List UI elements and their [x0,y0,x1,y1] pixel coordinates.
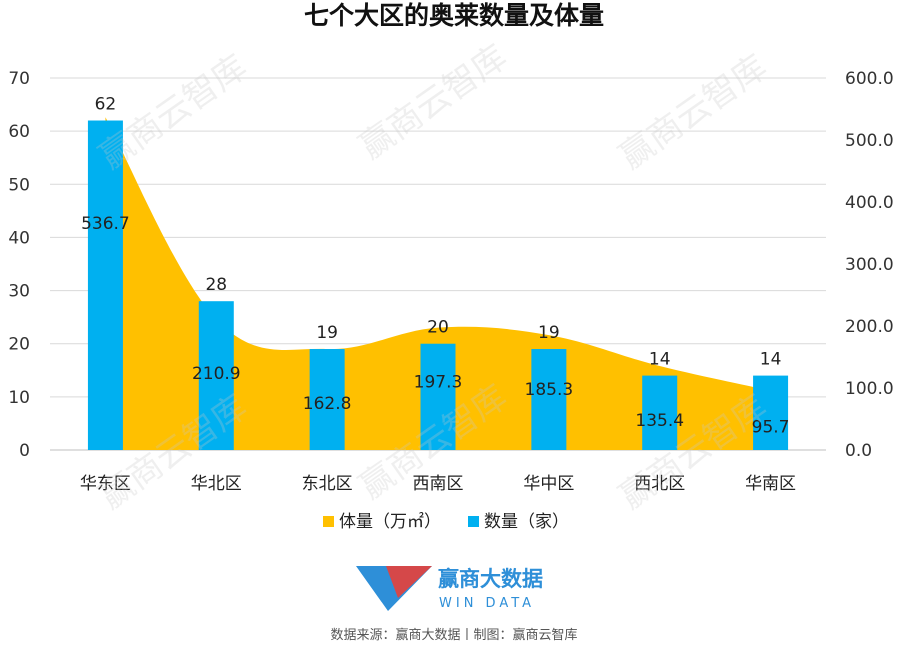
bar-value-label: 19 [538,323,560,343]
bar-count-3 [420,343,456,450]
bar-count-1 [198,301,234,450]
legend-label: 数量（家） [484,512,569,532]
chart-title: 七个大区的奥莱数量及体量 [304,1,604,30]
area-value-label: 185.3 [525,380,574,400]
left-tick-label: 60 [8,122,30,142]
area-value-label: 210.9 [192,364,241,384]
right-tick-label: 100.0 [845,379,894,399]
data-labels: 62 28 19 20 19 14 14 536.7 210.9 162.8 197.3 185.3 1… [81,95,789,438]
watermark-text: 赢商云智库 [612,47,774,177]
right-tick-label: 500.0 [845,131,894,151]
source-note: 数据来源：赢商大数据丨制图：赢商云智库 [330,627,577,643]
left-tick-label: 20 [8,335,30,355]
bar-count-4 [531,349,567,450]
area-value-label: 197.3 [414,373,463,393]
right-tick-label: 200.0 [845,317,894,337]
bar-count-0 [87,120,123,450]
brand-logo: 赢商大数据 WIN DATA [356,566,543,611]
legend-swatch [468,516,479,527]
right-axis: 0.0 100.0 200.0 300.0 400.0 500.0 600.0 [845,69,894,461]
bar-value-label: 28 [205,275,227,295]
watermark-text: 赢商云智库 [92,47,254,177]
bar-value-label: 14 [760,350,782,370]
category-axis: 华东区 华北区 东北区 西南区 华中区 西北区 华南区 [80,474,796,494]
bar-count-6 [753,375,789,450]
right-tick-label: 300.0 [845,255,894,275]
watermark-text: 赢商云智库 [352,37,514,167]
category-label: 西北区 [634,474,685,494]
category-label: 西南区 [413,474,464,494]
right-tick-label: 400.0 [845,193,894,213]
area-value-label: 536.7 [81,214,130,234]
bar-value-label: 14 [649,350,671,370]
brand-name-cn: 赢商大数据 [438,567,543,591]
bar-count-5 [642,375,678,450]
area-value-label: 162.8 [303,394,352,414]
legend-label: 体量（万㎡） [339,512,441,532]
left-axis: 0 10 20 30 40 50 60 70 [8,69,30,461]
area-value-label: 95.7 [752,418,790,438]
category-label: 华南区 [745,474,796,494]
bar-value-label: 20 [427,318,449,338]
area-value-label: 135.4 [635,411,684,431]
bar-value-label: 62 [95,95,117,115]
legend: 体量（万㎡） 数量（家） [323,512,569,532]
left-tick-label: 10 [8,388,30,408]
legend-swatch [323,516,334,527]
brand-name-en: WIN DATA [439,596,535,611]
left-tick-label: 30 [8,282,30,302]
bar-count-2 [309,349,345,450]
area-series-volume [105,117,771,450]
category-label: 华北区 [191,474,242,494]
left-tick-label: 70 [8,69,30,89]
bar-series-layer [87,120,789,450]
brand-logo-red-wing [386,566,432,598]
bar-value-label: 19 [316,323,338,343]
category-label: 东北区 [302,474,353,494]
left-tick-label: 0 [19,441,30,461]
category-label: 华中区 [523,474,574,494]
area-series-layer [105,117,771,450]
right-tick-label: 0.0 [845,441,872,461]
right-tick-label: 600.0 [845,69,894,89]
left-tick-label: 40 [8,228,30,248]
category-label: 华东区 [80,474,131,494]
left-tick-label: 50 [8,175,30,195]
